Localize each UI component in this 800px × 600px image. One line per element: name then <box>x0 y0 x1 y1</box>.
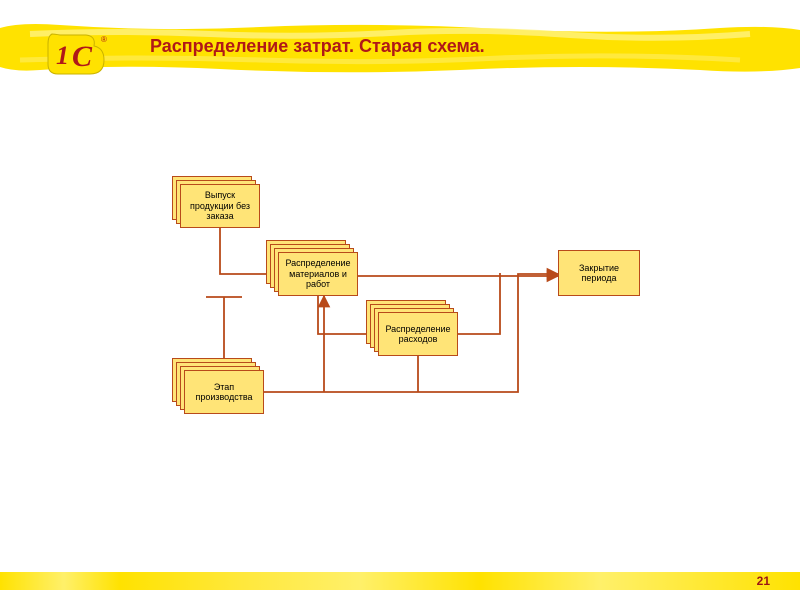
flow-edge-e6 <box>458 273 500 334</box>
flow-node-n2: Распределение материалов и работ <box>266 240 358 296</box>
flow-node-n5: Закрытие периода <box>558 250 640 296</box>
flow-node-label: Распределение материалов и работ <box>278 252 358 296</box>
flow-node-n4: Этап производства <box>172 358 264 414</box>
flow-node-label: Этап производства <box>184 370 264 414</box>
diagram-area: Выпуск продукции без заказа Распределение… <box>0 0 800 600</box>
flow-node-n3: Распределение расходов <box>366 300 458 356</box>
flow-node-label: Выпуск продукции без заказа <box>180 184 260 228</box>
flow-node-n1: Выпуск продукции без заказа <box>172 176 260 228</box>
footer-band <box>0 572 800 590</box>
flow-node-label: Распределение расходов <box>378 312 458 356</box>
page-number: 21 <box>757 574 770 588</box>
